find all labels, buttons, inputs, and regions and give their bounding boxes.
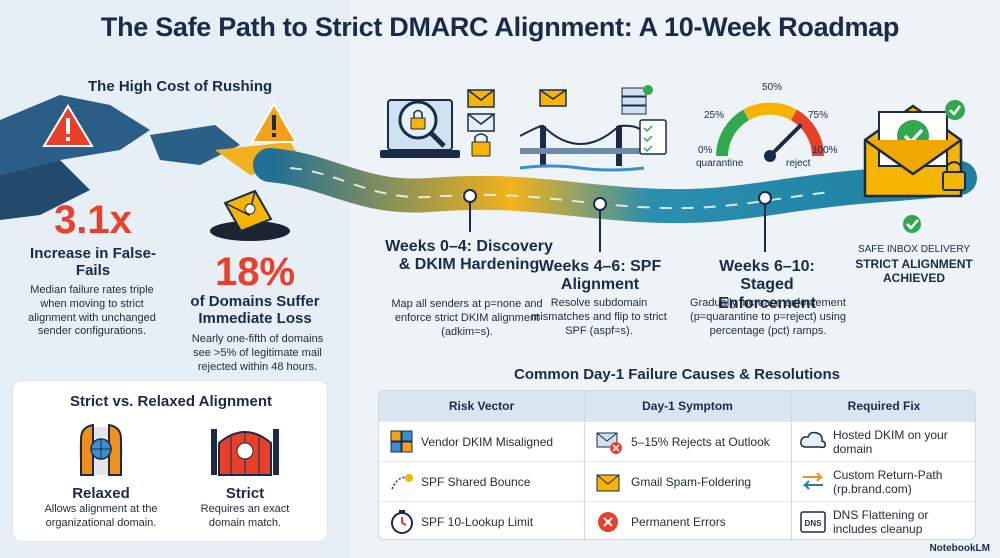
table-row-1-fix: Hosted DKIM on your domain <box>833 428 948 457</box>
puzzle-icon <box>390 430 413 453</box>
open-door-icon <box>79 423 123 476</box>
gauge-tick-50: 50% <box>762 82 783 93</box>
road-main <box>253 148 977 224</box>
closed-gate-icon <box>211 429 279 476</box>
cost-heading: The High Cost of Rushing <box>88 78 273 95</box>
table-divider <box>379 501 975 502</box>
relaxed-label: Relaxed <box>72 485 130 502</box>
gauge-tick-25: 25% <box>704 110 725 121</box>
stat-immediate-loss-value: 18% <box>214 250 296 294</box>
table-row-1-risk: Vendor DKIM Misaligned <box>421 435 554 449</box>
table-divider <box>379 421 975 422</box>
rejected-mail-icon <box>596 432 622 454</box>
return-path-icon <box>802 472 824 490</box>
table-divider <box>791 391 792 539</box>
table-row-2-symptom: Gmail Spam-Foldering <box>631 475 752 489</box>
spam-folder-icon <box>596 474 620 492</box>
check-icon <box>906 219 919 230</box>
table-row-3-symptom: Permanent Errors <box>631 515 726 529</box>
goal-check-marker <box>903 215 921 233</box>
strict-desc: Requires an exact domain match. <box>200 503 290 529</box>
table-divider <box>379 461 975 462</box>
road-crack-chunk <box>150 125 240 165</box>
stat-false-fails-label: Increase in False-Fails <box>30 245 156 280</box>
gauge-tick-100: 100% <box>812 145 838 156</box>
table-header-risk: Risk Vector <box>448 399 515 413</box>
stat-false-fails-value: 3.1x <box>54 198 132 242</box>
discovery-laptop-icon <box>380 89 495 158</box>
table-header-fix: Required Fix <box>847 399 921 413</box>
phase-3-heading: Weeks 6–10: Staged Enforcement <box>718 258 816 312</box>
table-header-row <box>379 391 975 421</box>
gauge-label-reject: reject <box>786 158 811 169</box>
brand-watermark: NotebookLM <box>929 543 990 554</box>
warning-icon <box>250 102 298 143</box>
phase-3-marker <box>758 191 772 205</box>
gauge-tick-0: 0% <box>698 145 713 156</box>
goal-line-1: SAFE INBOX DELIVERY <box>857 244 971 255</box>
road-crack-chunk <box>0 160 90 220</box>
sinking-mail-icon <box>210 189 290 241</box>
phase-3-desc: Gradually increase enforcement (p=quaran… <box>690 297 846 337</box>
failure-table: Risk Vector Day-1 Symptom Required Fix V… <box>378 390 976 540</box>
table-row-2-risk: SPF Shared Bounce <box>421 475 531 489</box>
phase-2-heading: Weeks 4–6: SPF Alignment <box>538 258 662 294</box>
phase-1-desc: Map all senders at p=none and enforce st… <box>391 298 543 338</box>
relaxed-desc: Allows alignment at the organizational d… <box>44 503 158 529</box>
bridge-icon <box>520 85 667 172</box>
phase-2-marker <box>593 197 607 211</box>
error-icon <box>598 512 618 532</box>
stopwatch-icon <box>391 510 413 534</box>
table-row-1-symptom: 5–15% Rejects at Outlook <box>631 435 770 449</box>
phase-1-marker <box>463 189 477 203</box>
stat-false-fails-desc: Median failure rates triple when moving … <box>28 284 156 338</box>
gauge-label-quarantine: quarantine <box>696 158 744 169</box>
warning-icons <box>42 102 298 147</box>
bounce-arrow-icon <box>391 474 413 490</box>
enforcement-gauge <box>716 102 824 162</box>
table-header-symptom: Day-1 Symptom <box>642 399 733 413</box>
table-row-3-fix: DNS Flattening or includes cleanup <box>833 508 929 537</box>
cloud-icon <box>800 431 826 449</box>
table-title: Common Day-1 Failure Causes & Resolution… <box>514 366 840 383</box>
goal-line-2: STRICT ALIGNMENT ACHIEVED <box>855 257 973 286</box>
secure-envelope-icon <box>863 100 966 198</box>
dns-icon: DNS <box>800 511 826 533</box>
page-title: The Safe Path to Strict DMARC Alignment:… <box>100 12 900 42</box>
alignment-card: Strict vs. Relaxed Alignment Relaxed All… <box>12 380 328 542</box>
table-row-3-risk: SPF 10-Lookup Limit <box>421 515 534 529</box>
table-row-2-fix: Custom Return-Path (rp.brand.com) <box>833 468 943 497</box>
strict-label: Strict <box>225 485 265 502</box>
warning-icon <box>42 104 94 147</box>
dns-icon-text: DNS <box>805 519 823 528</box>
gauge-tick-75: 75% <box>808 110 829 121</box>
alignment-heading: Strict vs. Relaxed Alignment <box>69 393 272 410</box>
table-divider <box>584 391 585 539</box>
phase-1-heading: Weeks 0–4: Discovery & DKIM Hardening <box>385 238 553 274</box>
road-dash <box>289 167 831 210</box>
stat-immediate-loss-label: of Domains Suffer Immediate Loss <box>190 293 320 328</box>
stat-immediate-loss-desc: Nearly one-fifth of domains see >5% of l… <box>191 333 324 373</box>
phase-2-desc: Resolve subdomain mismatches and flip to… <box>531 297 667 337</box>
